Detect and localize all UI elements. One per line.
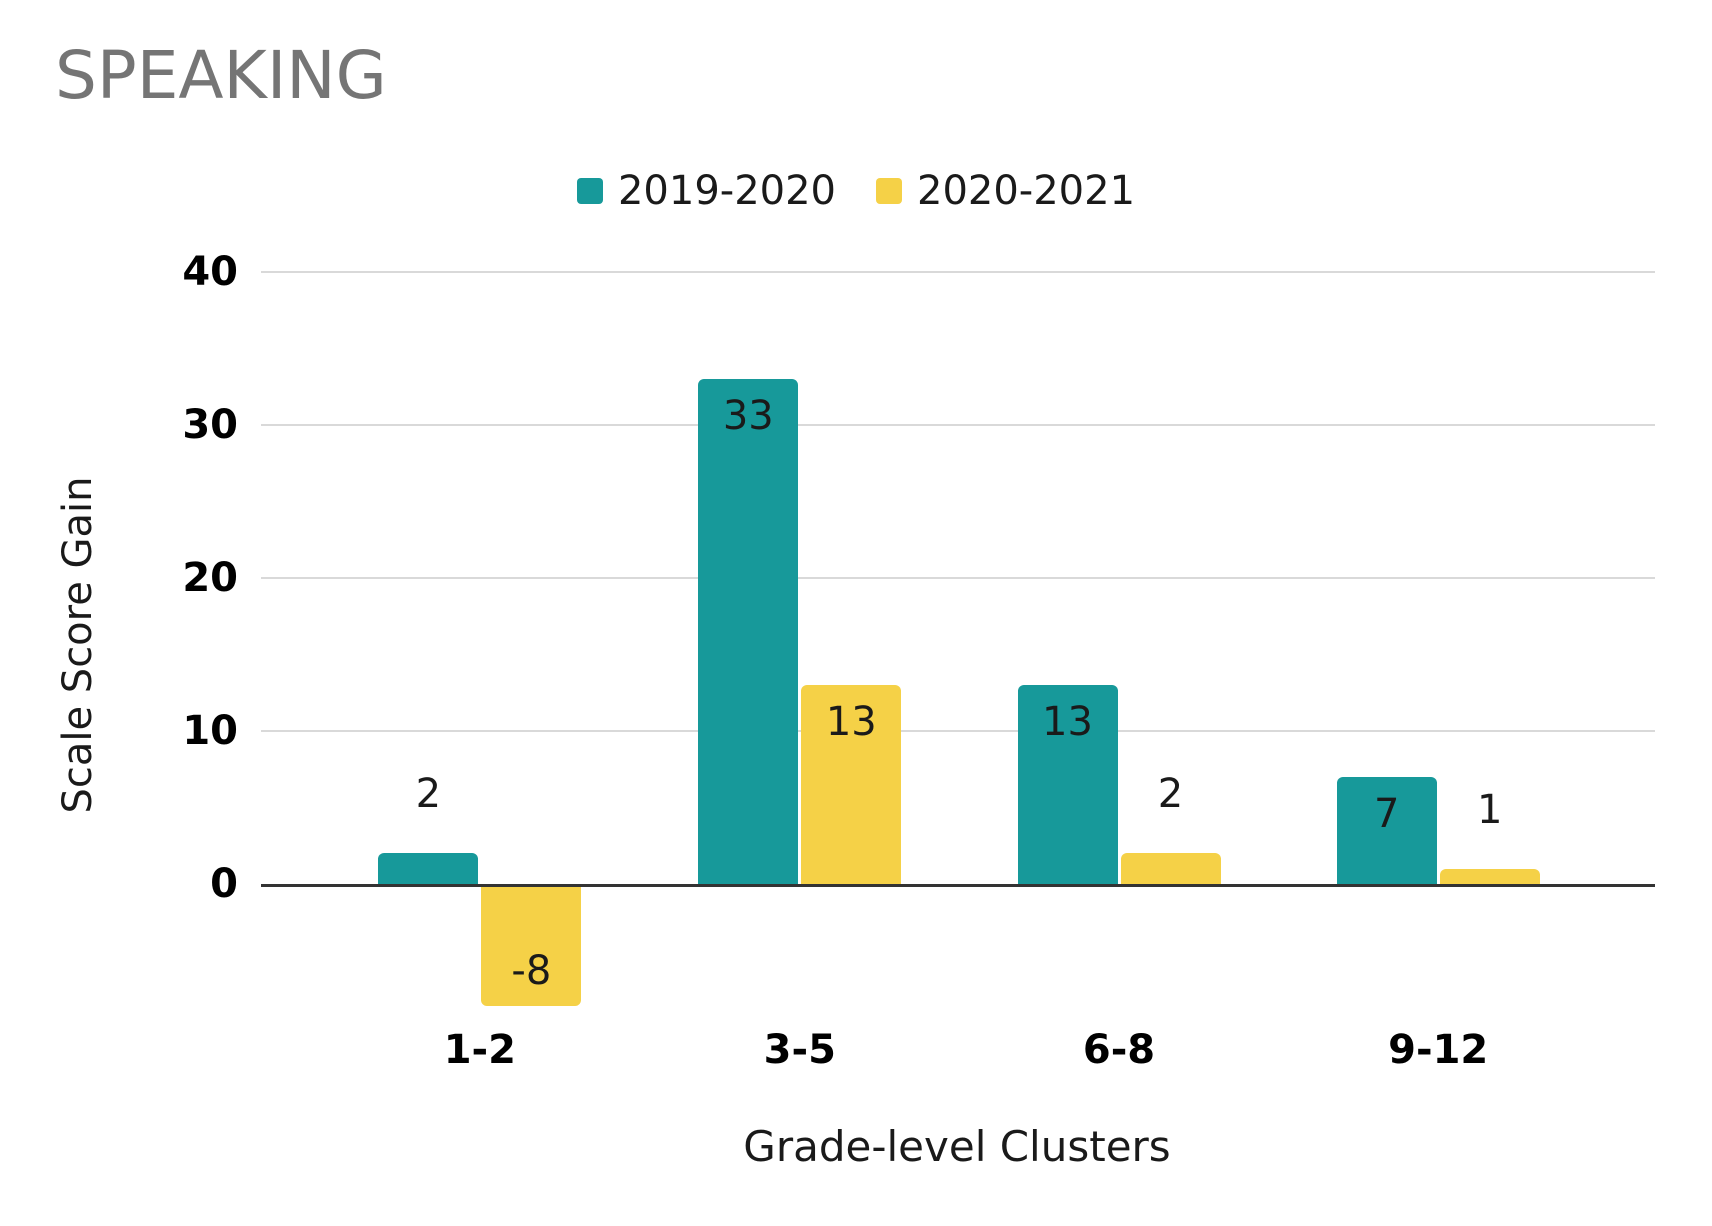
x-tick-label-3-5: 3-5 [763, 1027, 836, 1073]
bar-value-label-2019-2020-1-2: 2 [415, 771, 442, 818]
bar-2020-2021-6-8 [1120, 853, 1221, 884]
bar-2020-2021-3-5 [801, 685, 902, 884]
gridline-10 [261, 730, 1655, 732]
gridline-40 [261, 271, 1655, 273]
bar-2020-2021-9-12 [1439, 868, 1540, 884]
y-tick-label-10: 10 [182, 708, 238, 754]
legend: 2019-2020 2020-2021 [0, 165, 1712, 217]
x-axis-line [261, 884, 1655, 887]
bar-value-label-2020-2021-1-2: -8 [511, 948, 552, 995]
x-tick-label-1-2: 1-2 [443, 1027, 516, 1073]
bar-value-label-2020-2021-9-12: 1 [1476, 786, 1503, 833]
legend-item-2019-2020: 2019-2020 [576, 168, 836, 214]
y-tick-label-20: 20 [182, 555, 238, 601]
bar-value-label-2019-2020-3-5: 33 [722, 393, 774, 440]
y-tick-label-40: 40 [182, 249, 238, 295]
bar-value-label-2020-2021-6-8: 2 [1157, 771, 1184, 818]
x-axis-title: Grade-level Clusters [743, 1122, 1171, 1171]
legend-swatch-icon [576, 178, 603, 204]
y-tick-label-0: 0 [210, 861, 238, 907]
legend-label: 2020-2021 [917, 168, 1136, 214]
bar-2019-2020-1-2 [378, 853, 479, 884]
bar-value-label-2019-2020-6-8: 13 [1042, 699, 1093, 746]
bar-value-label-2020-2021-3-5: 13 [825, 699, 877, 746]
bar-value-label-2019-2020-9-12: 7 [1373, 790, 1400, 837]
x-tick-label-9-12: 9-12 [1388, 1027, 1489, 1073]
legend-item-2020-2021: 2020-2021 [876, 168, 1135, 214]
bar-2019-2020-6-8 [1017, 685, 1118, 884]
gridline-30 [261, 424, 1655, 426]
legend-swatch-icon [876, 178, 902, 204]
bar-2020-2021-1-2 [481, 887, 582, 1007]
plot-area: 2 33 13 7 -8 13 2 1 [261, 271, 1655, 1007]
y-tick-label-30: 30 [182, 402, 238, 448]
legend-label: 2019-2020 [617, 168, 836, 214]
bar-2019-2020-3-5 [698, 379, 799, 884]
bar-2019-2020-9-12 [1336, 776, 1437, 884]
chart-title: SPEAKING [55, 37, 387, 114]
y-axis-title: Scale Score Gain [55, 476, 101, 814]
gridline-20 [261, 577, 1655, 579]
x-tick-label-6-8: 6-8 [1082, 1027, 1156, 1073]
